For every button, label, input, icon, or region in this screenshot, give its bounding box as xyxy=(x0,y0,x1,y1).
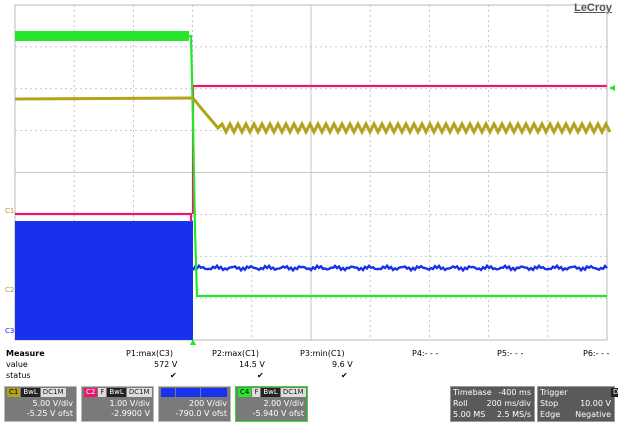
trigger-mode: Stop xyxy=(540,399,559,408)
channel-c1-offset: -5.25 V ofst xyxy=(26,409,73,418)
trace-c4-noise-band xyxy=(15,31,189,41)
param-label-p1[interactable]: P1:max(C3) xyxy=(126,349,173,358)
trigger-type: Edge xyxy=(540,410,561,419)
channel-c1-tag-bwl: BwL xyxy=(21,388,40,397)
channel-c4-offset: -5.940 V ofst xyxy=(252,409,304,418)
channel-c3-tag-b xyxy=(201,388,227,397)
channel-axis-marker: C3 xyxy=(5,327,14,335)
channel-panel-c2[interactable]: C2 F BwL DC1M 1.00 V/div -2.9900 V xyxy=(81,386,154,422)
channel-c2-tag-dc1m: DC1M xyxy=(126,388,152,397)
trigger-slope: Negative xyxy=(575,410,611,419)
param-label-p3[interactable]: P3:min(C1) xyxy=(300,349,345,358)
waveform-grid: C1 C2 C3 xyxy=(5,4,615,345)
channel-c4-id: C4 xyxy=(238,388,252,397)
trace-c1 xyxy=(14,96,612,136)
timebase-mode: Roll xyxy=(453,399,468,408)
channel-panel-c1-header: C1 BwL DC1M xyxy=(7,388,67,398)
waveform-display[interactable]: C1 C2 C3 LeCroy xyxy=(0,0,618,350)
param-status-p3: ✔ xyxy=(341,371,348,380)
measure-status-label: status xyxy=(6,371,31,380)
param-label-p6[interactable]: P6:- - - xyxy=(583,349,610,358)
measure-header-row: Measure P1:max(C3) P2:max(C1) P3:min(C1)… xyxy=(0,349,618,360)
param-value-p2: 14.5 V xyxy=(239,360,265,369)
trigger-level: 10.00 V xyxy=(580,399,611,408)
channel-c1-vdiv: 5.00 V/div xyxy=(32,399,73,408)
channel-panel-c3[interactable]: 200 V/div -790.0 V ofst xyxy=(158,386,231,422)
channel-c1-id: C1 xyxy=(7,388,21,397)
channel-axis-marker: C1 xyxy=(5,207,14,215)
channel-c4-tag-f: F xyxy=(252,388,261,397)
timebase-panel[interactable]: Timebase -400 ms Roll 200 ms/div 5.00 MS… xyxy=(450,386,535,422)
param-value-p1: 572 V xyxy=(154,360,178,369)
channel-c3-id xyxy=(161,388,175,397)
timebase-label: Timebase xyxy=(453,388,492,397)
channel-c2-offset: -2.9900 V xyxy=(111,409,150,418)
param-status-p2: ✔ xyxy=(257,371,264,380)
param-label-p4[interactable]: P4:- - - xyxy=(412,349,439,358)
channel-panel-c4[interactable]: C4 F BwL DC1M 2.00 V/div -5.940 V ofst xyxy=(235,386,308,422)
param-label-p5[interactable]: P5:- - - xyxy=(497,349,524,358)
trigger-label: Trigger xyxy=(540,388,568,397)
brand-logo: LeCroy xyxy=(574,2,612,14)
timebase-hdiv: 200 ms/div xyxy=(486,399,531,408)
channel-c3-vdiv: 200 V/div xyxy=(188,399,227,408)
channel-panel-c1[interactable]: C1 BwL DC1M 5.00 V/div -5.25 V ofst xyxy=(4,386,77,422)
measure-status-row: status ✔ ✔ ✔ xyxy=(0,371,618,382)
trace-c3-block xyxy=(15,221,193,340)
channel-panel-c3-header xyxy=(161,388,228,398)
timebase-rate: 2.5 MS/s xyxy=(496,410,531,419)
trigger-position-marker xyxy=(190,339,196,345)
channel-c1-tag-dc1m: DC1M xyxy=(40,388,66,397)
channel-panel-c2-header: C2 F BwL DC1M xyxy=(84,388,153,398)
param-status-p1: ✔ xyxy=(170,371,177,380)
channel-axis-marker: C2 xyxy=(5,286,14,294)
channel-c3-tag-a xyxy=(176,388,200,397)
timebase-samples: 5.00 MS xyxy=(453,410,486,419)
channel-c2-vdiv: 1.00 V/div xyxy=(109,399,150,408)
channel-c4-vdiv: 2.00 V/div xyxy=(263,399,304,408)
channel-c2-id: C2 xyxy=(84,388,98,397)
measure-header: Measure xyxy=(6,349,45,358)
channel-c2-tag-f: F xyxy=(98,388,107,397)
channel-c4-tag-bwl: BwL xyxy=(261,388,280,397)
timebase-delay: -400 ms xyxy=(498,388,531,397)
trigger-level-marker xyxy=(609,85,615,91)
trigger-panel[interactable]: Trigger C4DC Stop 10.00 V Edge Negative xyxy=(537,386,618,422)
param-value-p3: 9.6 V xyxy=(332,360,353,369)
trigger-coupling-tag: DC xyxy=(611,388,618,397)
channel-c4-tag-dc1m: DC1M xyxy=(280,388,306,397)
channel-c3-offset: -790.0 V ofst xyxy=(175,409,227,418)
measure-table: Measure P1:max(C3) P2:max(C1) P3:min(C1)… xyxy=(0,349,618,387)
param-label-p2[interactable]: P2:max(C1) xyxy=(212,349,259,358)
channel-c2-tag-bwl: BwL xyxy=(107,388,126,397)
trace-c3 xyxy=(191,263,608,273)
measure-value-row: value 572 V 14.5 V 9.6 V xyxy=(0,360,618,371)
channel-panel-c4-header: C4 F BwL DC1M xyxy=(238,388,307,398)
measure-value-label: value xyxy=(6,360,28,369)
